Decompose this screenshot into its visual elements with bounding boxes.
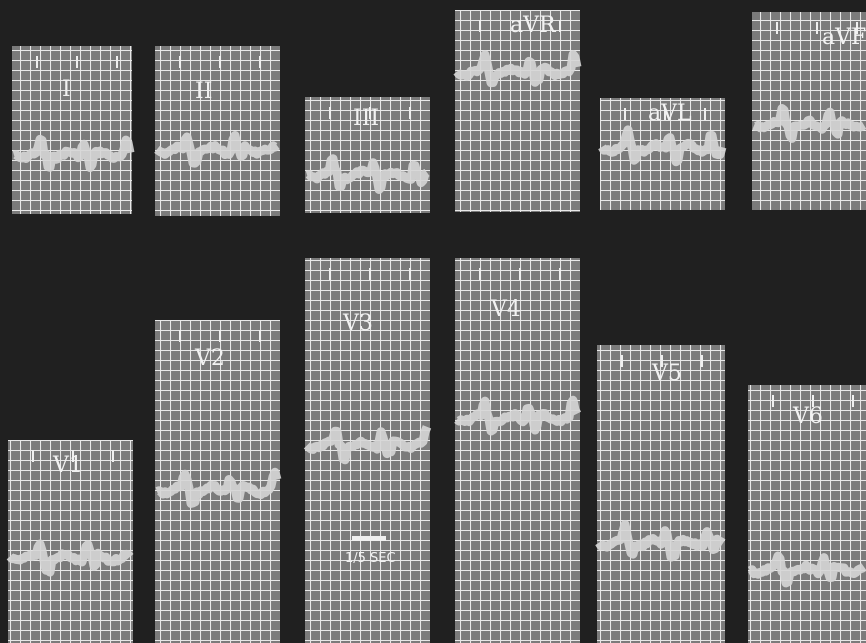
grid-panel: [12, 46, 132, 214]
lead-label: V2: [194, 346, 225, 371]
lead-label: II: [195, 79, 212, 104]
ecg-figure: IIIIIIaVRaVLaVFV1V2V3V4V5V61/5 SEC: [0, 0, 866, 643]
lead-label: V3: [342, 311, 373, 336]
lead-label: aVF: [822, 25, 866, 50]
grid-panel: [597, 345, 725, 643]
lead-label: V1: [52, 453, 83, 478]
scale-bar: [352, 536, 386, 541]
lead-label: V4: [490, 297, 521, 322]
lead-label: aVR: [510, 13, 557, 38]
lead-label: aVL: [648, 101, 692, 126]
grid-panel: [155, 46, 280, 216]
lead-label: V5: [651, 361, 682, 386]
grid-panel: [455, 10, 580, 212]
scale-label: 1/5 SEC: [345, 551, 396, 566]
lead-label: III: [353, 106, 379, 131]
lead-label: I: [62, 77, 71, 102]
page: IIIIIIaVRaVLaVFV1V2V3V4V5V61/5 SEC (() =…: [0, 0, 866, 643]
lead-label: V6: [792, 404, 823, 429]
